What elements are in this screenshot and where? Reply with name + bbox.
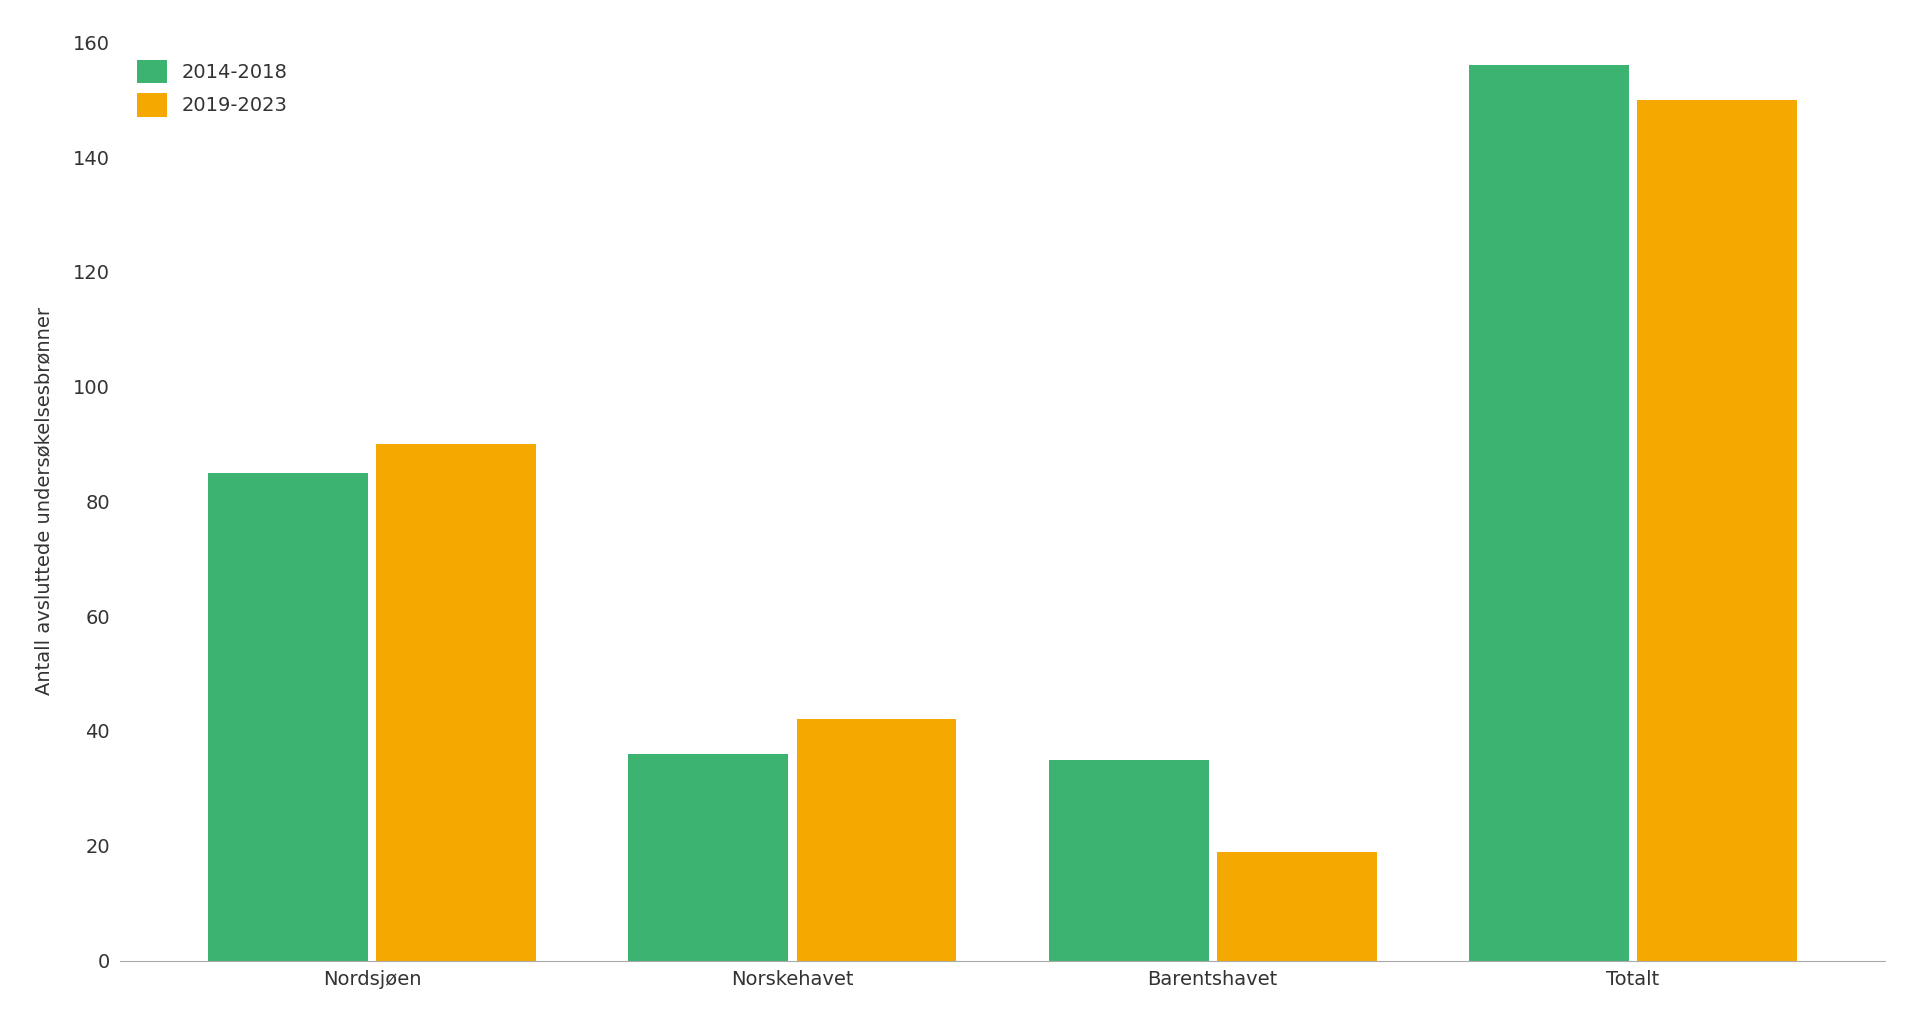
Y-axis label: Antall avsluttede undersøkelsesbrønner: Antall avsluttede undersøkelsesbrønner [35, 307, 54, 695]
Bar [628, 754, 789, 961]
Bar [1048, 760, 1208, 961]
Legend: 2014-2018, 2019-2023: 2014-2018, 2019-2023 [131, 52, 296, 125]
Bar [1469, 66, 1628, 961]
Bar [1217, 852, 1377, 961]
Bar [376, 444, 536, 961]
Bar [797, 720, 956, 961]
Bar [207, 473, 369, 961]
Bar [1638, 99, 1797, 961]
